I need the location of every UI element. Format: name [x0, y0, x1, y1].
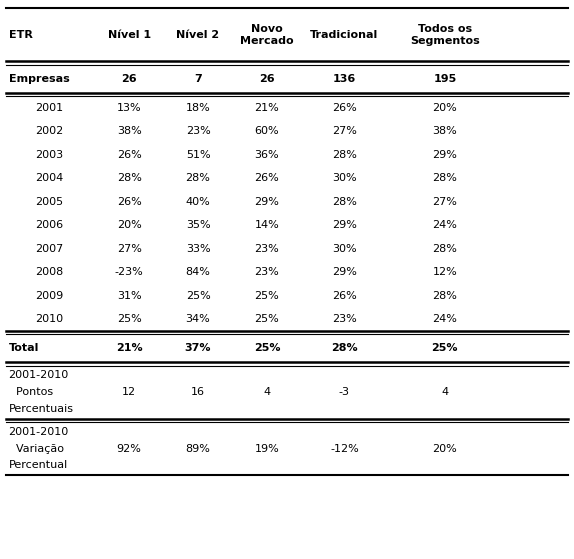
Text: 28%: 28%: [432, 244, 457, 254]
Text: 28%: 28%: [185, 173, 211, 183]
Text: 2006: 2006: [35, 220, 63, 230]
Text: 2001: 2001: [35, 103, 63, 113]
Text: 2005: 2005: [35, 197, 63, 207]
Text: 26: 26: [121, 74, 137, 84]
Text: 2007: 2007: [34, 244, 63, 254]
Text: 29%: 29%: [432, 150, 457, 160]
Text: 25%: 25%: [185, 291, 211, 301]
Text: 29%: 29%: [254, 197, 280, 207]
Text: 23%: 23%: [254, 244, 280, 254]
Text: 20%: 20%: [432, 444, 457, 453]
Text: 2010: 2010: [35, 314, 63, 324]
Text: 23%: 23%: [185, 126, 211, 136]
Text: 28%: 28%: [432, 173, 457, 183]
Text: 2004: 2004: [34, 173, 63, 183]
Text: 89%: 89%: [185, 444, 211, 453]
Text: 33%: 33%: [186, 244, 210, 254]
Text: 136: 136: [333, 74, 356, 84]
Text: Percentual: Percentual: [9, 461, 68, 470]
Text: 51%: 51%: [186, 150, 210, 160]
Text: Nível 2: Nível 2: [176, 30, 220, 40]
Text: 21%: 21%: [116, 343, 142, 353]
Text: 25%: 25%: [254, 314, 280, 324]
Text: 7: 7: [194, 74, 202, 84]
Text: 92%: 92%: [117, 444, 142, 453]
Text: 38%: 38%: [117, 126, 142, 136]
Text: 84%: 84%: [185, 267, 211, 277]
Text: 195: 195: [433, 74, 456, 84]
Text: 2009: 2009: [34, 291, 63, 301]
Text: 31%: 31%: [117, 291, 141, 301]
Text: 14%: 14%: [254, 220, 280, 230]
Text: Todos os
Segmentos: Todos os Segmentos: [410, 24, 480, 46]
Text: 26%: 26%: [117, 197, 142, 207]
Text: 28%: 28%: [432, 291, 457, 301]
Text: 25%: 25%: [432, 343, 458, 353]
Text: 26%: 26%: [254, 173, 280, 183]
Text: 23%: 23%: [254, 267, 280, 277]
Text: 40%: 40%: [185, 197, 211, 207]
Text: 20%: 20%: [432, 103, 457, 113]
Text: 18%: 18%: [185, 103, 211, 113]
Text: 16: 16: [191, 387, 205, 397]
Text: 4: 4: [263, 387, 270, 397]
Text: 26%: 26%: [332, 291, 357, 301]
Text: Percentuais: Percentuais: [9, 404, 73, 414]
Text: 28%: 28%: [332, 197, 357, 207]
Text: -12%: -12%: [330, 444, 359, 453]
Text: Novo
Mercado: Novo Mercado: [240, 24, 294, 46]
Text: 2001-2010: 2001-2010: [9, 371, 69, 380]
Text: 13%: 13%: [117, 103, 141, 113]
Text: 24%: 24%: [432, 314, 457, 324]
Text: 29%: 29%: [332, 267, 357, 277]
Text: 2003: 2003: [35, 150, 63, 160]
Text: 21%: 21%: [254, 103, 280, 113]
Text: -3: -3: [339, 387, 350, 397]
Text: 35%: 35%: [186, 220, 210, 230]
Text: 2002: 2002: [34, 126, 63, 136]
Text: 38%: 38%: [432, 126, 457, 136]
Text: 27%: 27%: [117, 244, 142, 254]
Text: 28%: 28%: [117, 173, 142, 183]
Text: -23%: -23%: [115, 267, 144, 277]
Text: 36%: 36%: [255, 150, 279, 160]
Text: 24%: 24%: [432, 220, 457, 230]
Text: 2001-2010: 2001-2010: [9, 427, 69, 437]
Text: 4: 4: [441, 387, 448, 397]
Text: 12%: 12%: [432, 267, 457, 277]
Text: 26%: 26%: [332, 103, 357, 113]
Text: 23%: 23%: [332, 314, 357, 324]
Text: 28%: 28%: [332, 150, 357, 160]
Text: 60%: 60%: [255, 126, 279, 136]
Text: ETR: ETR: [9, 30, 33, 40]
Text: 25%: 25%: [117, 314, 142, 324]
Text: 25%: 25%: [254, 291, 280, 301]
Text: 37%: 37%: [185, 343, 211, 353]
Text: Variação: Variação: [9, 444, 64, 453]
Text: 12: 12: [122, 387, 136, 397]
Text: Total: Total: [9, 343, 39, 353]
Text: 26%: 26%: [117, 150, 142, 160]
Text: 27%: 27%: [432, 197, 457, 207]
Text: 20%: 20%: [117, 220, 142, 230]
Text: 30%: 30%: [332, 173, 356, 183]
Text: Pontos: Pontos: [9, 387, 53, 397]
Text: 19%: 19%: [254, 444, 280, 453]
Text: Nível 1: Nível 1: [107, 30, 151, 40]
Text: 26: 26: [259, 74, 275, 84]
Text: 34%: 34%: [185, 314, 211, 324]
Text: 30%: 30%: [332, 244, 356, 254]
Text: 2008: 2008: [34, 267, 63, 277]
Text: Tradicional: Tradicional: [311, 30, 378, 40]
Text: Empresas: Empresas: [9, 74, 69, 84]
Text: 29%: 29%: [332, 220, 357, 230]
Text: 25%: 25%: [254, 343, 280, 353]
Text: 27%: 27%: [332, 126, 357, 136]
Text: 28%: 28%: [331, 343, 358, 353]
